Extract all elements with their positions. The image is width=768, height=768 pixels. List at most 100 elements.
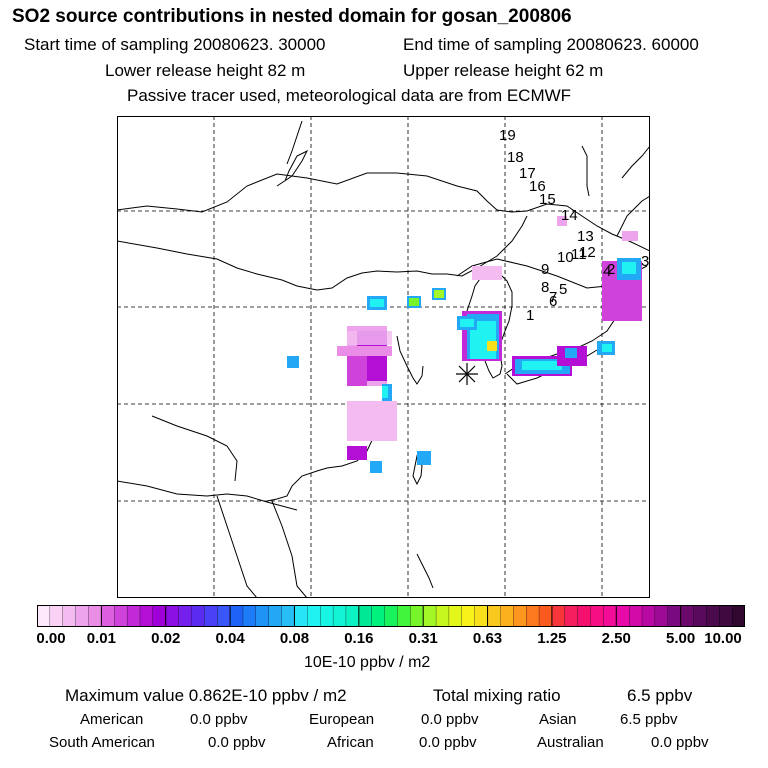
colorbar-cell xyxy=(242,605,257,627)
traj-label-1: 1 xyxy=(526,307,534,324)
colorbar-cell xyxy=(693,605,707,627)
colorbar-tick-label: 1.25 xyxy=(537,630,567,647)
colorbar-cell xyxy=(474,605,488,627)
region-south-american-value: 0.0 ppbv xyxy=(208,734,266,751)
colorbar-cell xyxy=(448,605,463,627)
colorbar-cell xyxy=(217,605,231,627)
colorbar-cell xyxy=(114,605,128,627)
traj-label-4: 4 xyxy=(603,263,611,280)
region-african-value: 0.0 ppbv xyxy=(419,734,477,751)
traj-label-15: 15 xyxy=(539,191,556,208)
map-panel: 19 18 17 16 15 14 13 12 11 10 9 8 7 6 5 … xyxy=(117,116,650,598)
region-european-label: European xyxy=(309,711,375,728)
region-american-value: 0.0 ppbv xyxy=(190,711,248,728)
colorbar-cell xyxy=(178,605,192,627)
colorbar xyxy=(37,605,745,627)
colorbar-cell xyxy=(88,605,102,627)
traj-label-8: 8 xyxy=(541,279,549,296)
traj-label-19: 19 xyxy=(499,127,516,144)
colorbar-cell xyxy=(641,605,656,627)
traj-label-14: 14 xyxy=(561,207,578,224)
plot-title: SO2 source contributions in nested domai… xyxy=(12,6,572,27)
colorbar-cell xyxy=(126,605,141,627)
colorbar-tick-label: 0.01 xyxy=(86,630,116,647)
traj-label-11: 11 xyxy=(571,246,587,263)
traj-label-18: 18 xyxy=(507,149,524,166)
colorbar-cell xyxy=(307,605,321,627)
colorbar-cell xyxy=(628,605,643,627)
total-mixing-value: 6.5 ppbv xyxy=(627,686,693,705)
concentration-field xyxy=(287,216,642,473)
colorbar-tick-label: 5.00 xyxy=(666,630,696,647)
colorbar-cell xyxy=(371,605,386,627)
colorbar-cell xyxy=(616,605,630,627)
traj-label-13: 13 xyxy=(577,228,594,245)
colorbar-cell xyxy=(706,605,720,627)
colorbar-cell xyxy=(384,605,398,627)
colorbar-cell xyxy=(229,605,244,627)
colorbar-tick-label: 0.31 xyxy=(408,630,438,647)
colorbar-cell xyxy=(204,605,218,627)
colorbar-cell xyxy=(268,605,283,627)
colorbar-cell xyxy=(49,605,64,627)
colorbar-tick-label: 0.02 xyxy=(151,630,181,647)
colorbar-cell xyxy=(603,605,617,627)
colorbar-cell xyxy=(731,605,745,627)
colorbar-tick-label: 0.08 xyxy=(279,630,310,647)
total-mixing-label: Total mixing ratio xyxy=(433,686,561,705)
colorbar-cell xyxy=(538,605,553,627)
traj-label-16: 16 xyxy=(529,178,546,195)
traj-label-6: 6 xyxy=(549,293,557,310)
traj-label-9: 9 xyxy=(541,261,549,278)
colorbar-tick-label: 0.00 xyxy=(36,630,66,647)
colorbar-tick-label: 2.50 xyxy=(601,630,631,647)
traj-label-5: 5 xyxy=(559,281,567,298)
colorbar-cell xyxy=(564,605,579,627)
start-time: Start time of sampling 20080623. 30000 xyxy=(24,35,326,54)
colorbar-tick-label: 0.04 xyxy=(215,630,245,647)
colorbar-cell xyxy=(191,605,205,627)
region-south-american-label: South American xyxy=(49,734,155,751)
region-european-value: 0.0 ppbv xyxy=(421,711,479,728)
colorbar-cell xyxy=(435,605,450,627)
colorbar-cell xyxy=(332,605,347,627)
region-australian-value: 0.0 ppbv xyxy=(651,734,709,751)
traj-label-7: 7 xyxy=(549,289,557,306)
region-asian-label: Asian xyxy=(539,711,577,728)
colorbar-tick-label: 0.16 xyxy=(344,630,374,647)
trajectory-labels: 19 18 17 16 15 14 13 12 11 10 9 8 7 6 5 … xyxy=(499,127,649,324)
colorbar-cell xyxy=(139,605,154,627)
colorbar-cell xyxy=(62,605,77,627)
colorbar-units: 10E-10 ppbv / m2 xyxy=(304,654,431,671)
colorbar-cell xyxy=(358,605,373,627)
colorbar-cell xyxy=(165,605,180,627)
map-frame xyxy=(117,116,650,598)
colorbar-cell xyxy=(577,605,591,627)
coastlines xyxy=(117,120,650,598)
colorbar-cell xyxy=(410,605,424,627)
traj-label-12: 12 xyxy=(579,244,596,261)
colorbar-cell xyxy=(680,605,694,627)
colorbar-cell xyxy=(423,605,437,627)
upper-release-height: Upper release height 62 m xyxy=(403,61,604,80)
colorbar-cell xyxy=(397,605,411,627)
colorbar-cell xyxy=(75,605,89,627)
colorbar-cell xyxy=(526,605,540,627)
colorbar-cell xyxy=(255,605,270,627)
colorbar-cell xyxy=(461,605,476,627)
colorbar-cell xyxy=(487,605,501,627)
colorbar-cell xyxy=(500,605,514,627)
traj-label-3: 3 xyxy=(641,253,649,270)
colorbar-tick-label: 0.63 xyxy=(472,630,503,647)
colorbar-cell xyxy=(590,605,604,627)
colorbar-cell xyxy=(513,605,527,627)
colorbar-cell xyxy=(152,605,167,627)
colorbar-cell xyxy=(345,605,360,627)
colorbar-cell xyxy=(654,605,669,627)
region-australian-label: Australian xyxy=(537,734,604,751)
colorbar-cell xyxy=(320,605,334,627)
colorbar-cell xyxy=(294,605,308,627)
colorbar-cell xyxy=(667,605,682,627)
receptor-marker xyxy=(456,363,478,385)
traj-label-17: 17 xyxy=(519,165,536,182)
